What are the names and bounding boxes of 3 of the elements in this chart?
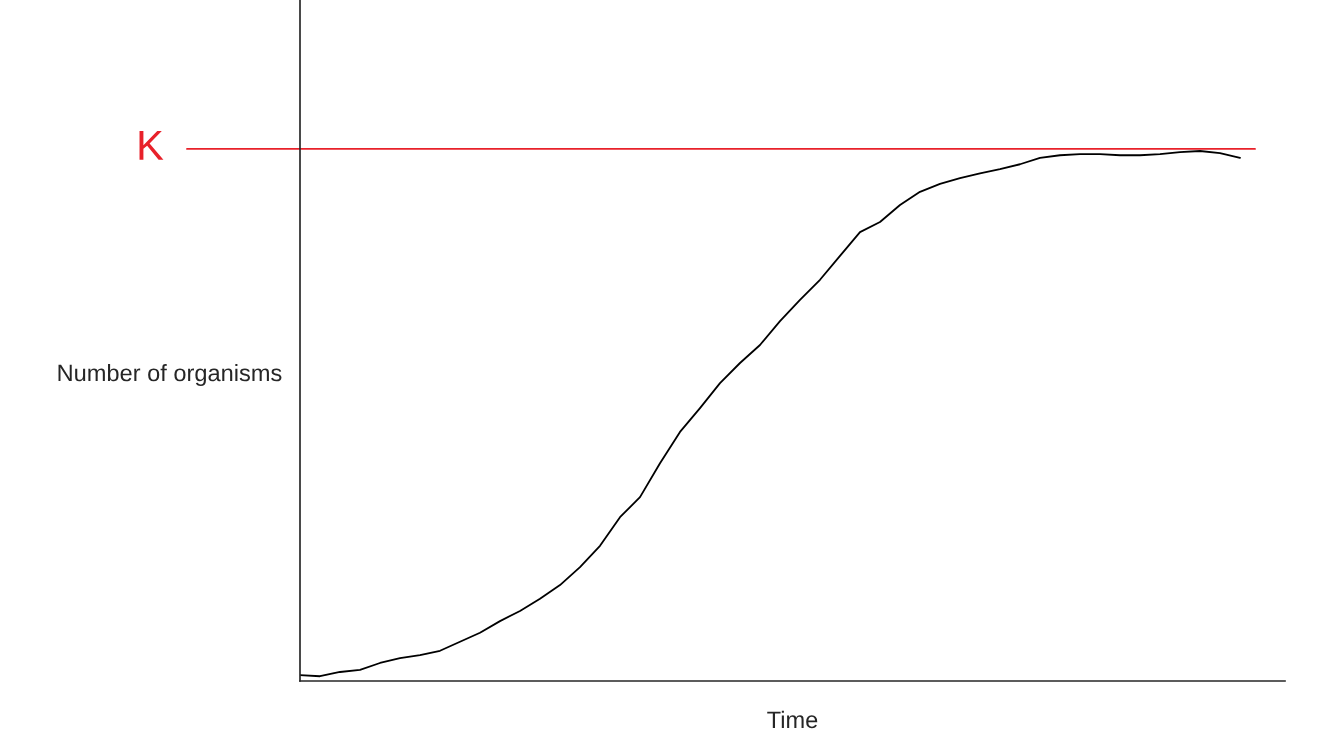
y-axis-title: Number of organisms xyxy=(58,363,282,386)
ref-line-label: K xyxy=(139,130,164,160)
x-axis-title: Time xyxy=(767,710,818,729)
